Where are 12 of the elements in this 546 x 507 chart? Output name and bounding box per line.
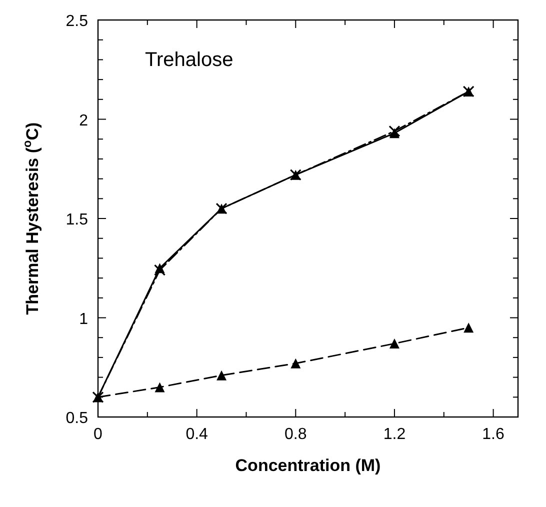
text: Trehalose [145, 49, 234, 71]
y-tick-label: 1.5 [66, 212, 88, 228]
x-tick-label: 1.6 [482, 426, 505, 443]
y-tick-label: 2.5 [66, 13, 88, 30]
x-tick-label: 1.2 [383, 426, 406, 443]
y-tick-label: 2 [79, 112, 88, 130]
y-tick-label: 0.5 [66, 410, 88, 427]
x-tick-label: 0.8 [284, 426, 307, 443]
x-axis-title: Concentration (M) [235, 456, 381, 475]
y-tick-label: 1 [79, 310, 88, 328]
x-tick-label: 0.4 [186, 426, 208, 443]
x-tick-label: 0 [94, 426, 103, 443]
